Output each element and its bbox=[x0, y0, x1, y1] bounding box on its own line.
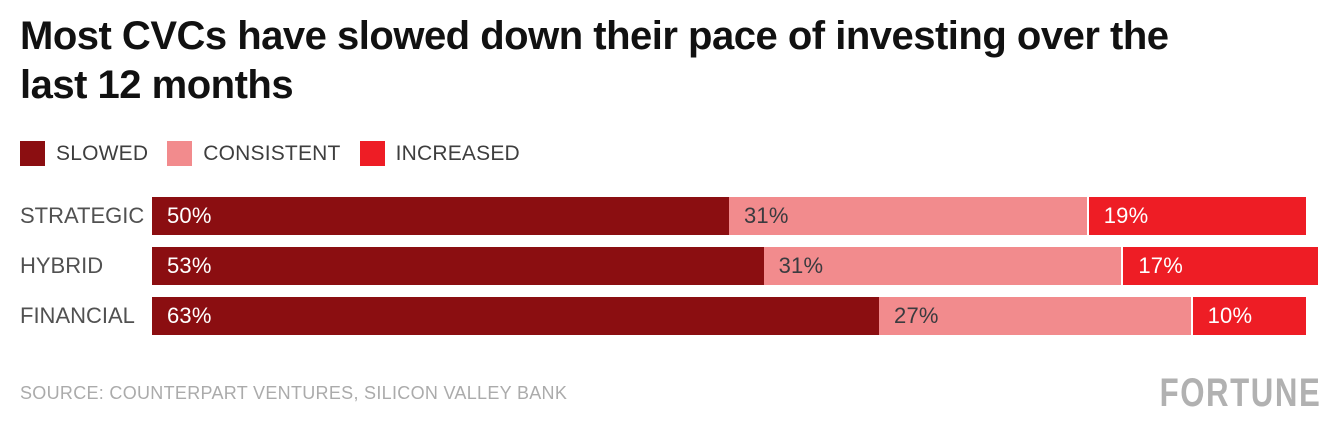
bar-segment-slowed: 63% bbox=[152, 297, 880, 335]
bar-segment-slowed: 50% bbox=[152, 197, 729, 235]
legend-swatch-increased bbox=[359, 141, 385, 166]
legend: SLOWED CONSISTENT INCREASED bbox=[20, 141, 520, 166]
fortune-logo: FORTUNE bbox=[1159, 370, 1321, 415]
bar-value-label: 31% bbox=[778, 253, 824, 278]
bar-value-label: 27% bbox=[894, 303, 939, 328]
bar-value-label: 31% bbox=[744, 203, 789, 228]
legend-item-increased: INCREASED bbox=[359, 141, 520, 166]
source-note: SOURCE: COUNTERPART VENTURES, SILICON VA… bbox=[20, 382, 568, 403]
bar-row-strategic: STRATEGIC 50% 31% 19% bbox=[20, 197, 1340, 235]
legend-swatch-consistent bbox=[167, 141, 193, 166]
bar-segment-increased: 19% bbox=[1086, 197, 1306, 235]
bar-segment-consistent: 31% bbox=[729, 197, 1087, 235]
stacked-bar-chart: STRATEGIC 50% 31% 19% HYBRID 53% 31% 17% FINANCI… bbox=[20, 197, 1340, 347]
legend-label-increased: INCREASED bbox=[395, 141, 520, 165]
bar-segments: 63% 27% 10% bbox=[152, 297, 1306, 335]
bar-segment-increased: 10% bbox=[1190, 297, 1306, 335]
legend-swatch-slowed bbox=[20, 141, 45, 166]
legend-item-slowed: SLOWED bbox=[20, 141, 148, 166]
bar-value-label: 10% bbox=[1207, 303, 1253, 328]
legend-label-consistent: CONSISTENT bbox=[203, 141, 341, 165]
bar-value-label: 17% bbox=[1138, 253, 1183, 278]
bar-segment-consistent: 31% bbox=[763, 247, 1122, 285]
bar-segments: 53% 31% 17% bbox=[152, 247, 1318, 285]
chart-title-line-2: last 12 months bbox=[20, 63, 294, 107]
bar-value-label: 19% bbox=[1103, 203, 1149, 228]
category-label-hybrid: HYBRID bbox=[20, 253, 104, 278]
bar-row-financial: FINANCIAL 63% 27% 10% bbox=[20, 297, 1340, 335]
legend-item-consistent: CONSISTENT bbox=[167, 141, 340, 166]
category-label-financial: FINANCIAL bbox=[20, 303, 135, 328]
bar-value-label: 50% bbox=[167, 203, 212, 228]
chart-title-line-1: Most CVCs have slowed down their pace of… bbox=[20, 14, 1169, 58]
category-label-strategic: STRATEGIC bbox=[20, 203, 145, 228]
bar-segments: 50% 31% 19% bbox=[152, 197, 1306, 235]
legend-label-slowed: SLOWED bbox=[56, 141, 149, 165]
bar-row-hybrid: HYBRID 53% 31% 17% bbox=[20, 247, 1340, 285]
bar-segment-slowed: 53% bbox=[152, 247, 764, 285]
chart-title: Most CVCs have slowed down their pace of… bbox=[20, 12, 1320, 110]
bar-segment-consistent: 27% bbox=[879, 297, 1191, 335]
bar-segment-increased: 17% bbox=[1121, 247, 1318, 285]
chart-footer: SOURCE: COUNTERPART VENTURES, SILICON VA… bbox=[20, 370, 1321, 415]
bar-value-label: 53% bbox=[167, 253, 212, 278]
bar-value-label: 63% bbox=[167, 303, 212, 328]
